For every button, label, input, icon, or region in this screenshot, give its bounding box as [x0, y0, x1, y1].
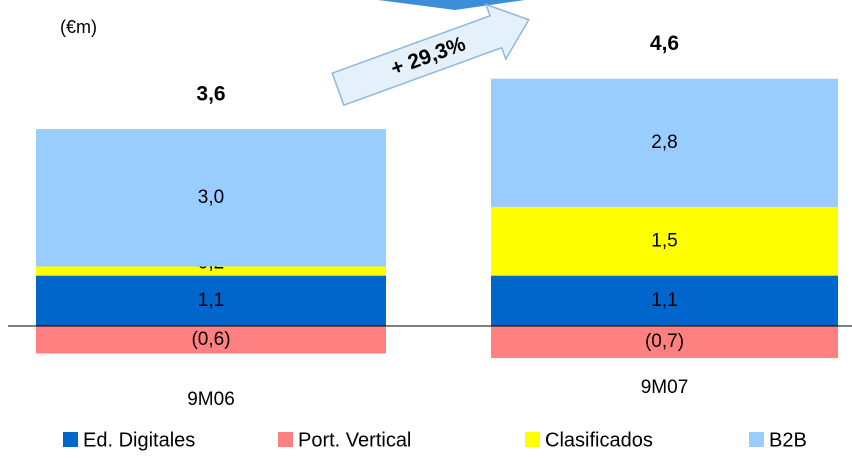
- arrow-shape: [331, 3, 530, 107]
- bar-segment: [36, 275, 386, 326]
- bar-segment: [491, 326, 838, 359]
- top-arrow-shape: [378, 0, 525, 10]
- segment-label: 1,1: [198, 290, 224, 311]
- total-label: 3,6: [196, 83, 225, 106]
- segment-label: (0,7): [645, 331, 684, 352]
- bar-segment: [491, 206, 838, 276]
- bar-segment: [36, 129, 386, 267]
- total-label: 4,6: [650, 32, 679, 55]
- bar-segment: [36, 326, 386, 354]
- segment-label: 1,5: [651, 230, 677, 251]
- unit-label: (€m): [60, 17, 97, 37]
- segment-label: 3,0: [198, 187, 224, 208]
- category-label: 9M06: [187, 389, 235, 410]
- legend-swatch: [278, 432, 293, 447]
- legend-swatch: [63, 432, 78, 447]
- legend-text: Ed. Digitales: [83, 429, 195, 451]
- legend-text: Clasificados: [545, 429, 653, 451]
- legend-text: B2B: [769, 429, 807, 451]
- bar-segment: [491, 275, 838, 326]
- bar-segment: [491, 78, 838, 207]
- bar-segment: [36, 266, 386, 276]
- legend-swatch: [749, 432, 764, 447]
- segment-label: 2,8: [651, 132, 677, 153]
- segment-label: (0,6): [191, 329, 230, 350]
- category-label: 9M07: [641, 377, 689, 398]
- segment-label: 1,1: [651, 290, 677, 311]
- legend-text: Port. Vertical: [298, 429, 411, 451]
- legend-swatch: [525, 432, 540, 447]
